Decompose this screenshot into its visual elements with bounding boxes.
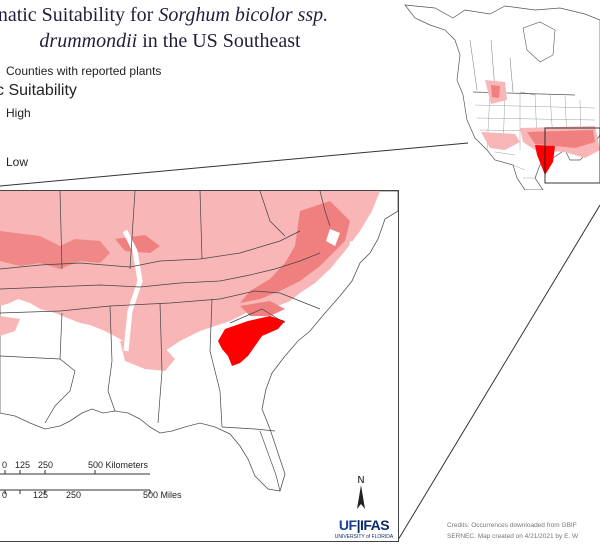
suitability-low — [0, 191, 380, 356]
overview-extent-box — [544, 127, 600, 184]
scale-bar — [0, 470, 151, 494]
legend-counties-label: Counties with reported plants — [6, 64, 162, 78]
scale-km-0: 0 — [2, 460, 8, 470]
credits: Credits: Occurrences downloaded from GBI… — [447, 520, 600, 542]
legend-low-label: Low — [6, 155, 29, 169]
inset-map-frame — [0, 190, 399, 542]
scale-mi-125: 125 — [33, 490, 49, 500]
scale-km-125: 125 — [15, 460, 31, 470]
logo-subtitle: UNIVERSITY of FLORIDA — [334, 534, 394, 540]
credits-line2: SERNEC. Map created on 4/21/2021 by E. W — [447, 533, 579, 540]
inset-map — [0, 191, 398, 492]
scale-mi-0: 0 — [2, 490, 8, 500]
north-arrow-label: N — [357, 475, 364, 486]
overview-map — [404, 4, 600, 190]
overview-suitability-medium — [491, 85, 595, 148]
credits-line1: Credits: Occurrences downloaded from GBI… — [447, 522, 577, 529]
legend: Counties with reported plants c Suitabil… — [0, 60, 230, 170]
logo-ifas: IFAS — [359, 517, 390, 533]
scale-mi-500: 500 Miles — [143, 490, 182, 500]
legend-high-label: High — [6, 106, 31, 120]
scale-km-250: 250 — [38, 460, 54, 470]
suitability-high — [218, 316, 285, 366]
state-boundaries — [0, 191, 331, 432]
map-title: natic Suitability for Sorghum bicolor ss… — [0, 2, 340, 54]
logo-uf: UF — [338, 517, 357, 533]
title-species: Sorghum bicolor ssp. — [158, 4, 329, 26]
ufifas-logo: UF|IFAS UNIVERSITY of FLORIDA — [334, 517, 394, 540]
north-arrow: N — [350, 473, 372, 511]
scale-mi-250: 250 — [66, 490, 82, 500]
legend-heading: c Suitability — [0, 82, 77, 99]
title-prefix: natic Suitability for — [0, 4, 159, 26]
title-suffix: in the US Southeast — [137, 30, 301, 52]
scale-km-500: 500 Kilometers — [88, 460, 149, 470]
suitability-medium — [240, 201, 350, 303]
title-subspecies: drummondii — [39, 30, 138, 52]
